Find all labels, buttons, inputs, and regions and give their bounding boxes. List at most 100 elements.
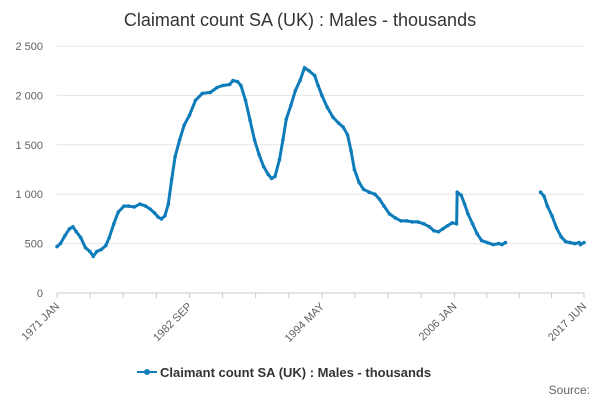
data-point[interactable] [475, 231, 479, 236]
data-point[interactable] [257, 152, 261, 157]
data-point[interactable] [71, 225, 75, 229]
data-point[interactable] [126, 204, 131, 208]
data-point[interactable] [404, 219, 409, 223]
data-point[interactable] [382, 204, 386, 208]
data-point[interactable] [74, 229, 79, 234]
data-point[interactable] [470, 222, 475, 226]
data-point[interactable] [266, 172, 271, 177]
data-point[interactable] [99, 247, 104, 252]
data-point[interactable] [163, 214, 167, 218]
data-point[interactable] [312, 73, 317, 78]
data-point[interactable] [107, 235, 111, 240]
data-point[interactable] [248, 118, 252, 122]
data-point[interactable] [578, 242, 583, 247]
data-point[interactable] [542, 194, 546, 198]
data-point[interactable] [485, 240, 490, 245]
data-point[interactable] [148, 207, 152, 211]
data-point[interactable] [496, 241, 501, 246]
data-point[interactable] [156, 215, 160, 219]
data-point[interactable] [284, 117, 289, 121]
data-point[interactable] [436, 229, 441, 234]
data-point[interactable] [345, 133, 350, 137]
data-point[interactable] [491, 242, 495, 247]
data-point[interactable] [235, 79, 240, 84]
data-point[interactable] [252, 138, 257, 142]
data-point[interactable] [545, 204, 550, 208]
data-point[interactable] [377, 197, 382, 201]
data-point[interactable] [239, 83, 243, 88]
data-point[interactable] [399, 219, 403, 223]
data-point[interactable] [143, 204, 148, 208]
data-point[interactable] [445, 224, 450, 228]
data-point[interactable] [554, 226, 559, 230]
data-point[interactable] [410, 220, 415, 224]
data-point[interactable] [208, 90, 213, 95]
data-point[interactable] [307, 68, 311, 73]
data-point[interactable] [563, 239, 568, 244]
data-point[interactable] [387, 212, 392, 216]
data-point[interactable] [503, 240, 508, 245]
data-point[interactable] [341, 125, 345, 129]
data-point[interactable] [166, 202, 171, 206]
data-point[interactable] [298, 78, 302, 83]
data-point[interactable] [538, 190, 543, 194]
data-point[interactable] [177, 138, 182, 142]
data-point[interactable] [479, 238, 484, 243]
data-point[interactable] [79, 235, 83, 240]
data-point[interactable] [373, 192, 377, 196]
data-point[interactable] [367, 190, 372, 194]
data-point[interactable] [289, 103, 293, 108]
data-point[interactable] [221, 83, 225, 88]
data-point[interactable] [55, 244, 59, 249]
data-point[interactable] [122, 204, 126, 208]
data-point[interactable] [200, 91, 205, 96]
data-point[interactable] [572, 241, 577, 246]
data-point[interactable] [187, 113, 192, 117]
data-point[interactable] [568, 240, 572, 245]
data-point[interactable] [320, 93, 324, 98]
data-point[interactable] [58, 241, 63, 246]
data-point[interactable] [352, 167, 357, 172]
data-point[interactable] [159, 217, 164, 221]
data-point[interactable] [169, 177, 174, 182]
data-point[interactable] [325, 105, 330, 110]
data-point[interactable] [63, 233, 67, 238]
data-point[interactable] [357, 180, 361, 185]
data-point[interactable] [261, 164, 266, 169]
data-point[interactable] [269, 176, 274, 181]
data-point[interactable] [466, 212, 470, 216]
data-point[interactable] [83, 245, 88, 250]
data-point[interactable] [421, 222, 426, 226]
data-point[interactable] [227, 82, 232, 87]
data-point[interactable] [277, 157, 282, 162]
data-point[interactable] [450, 221, 454, 225]
data-point[interactable] [582, 240, 586, 245]
data-point[interactable] [132, 205, 136, 209]
data-point[interactable] [427, 225, 432, 229]
data-point[interactable] [302, 65, 307, 70]
data-point[interactable] [116, 210, 121, 214]
data-point[interactable] [293, 88, 298, 93]
data-point[interactable] [88, 249, 92, 254]
data-point[interactable] [550, 214, 554, 218]
data-point[interactable] [281, 138, 285, 142]
data-point[interactable] [331, 115, 335, 119]
data-point[interactable] [112, 222, 116, 226]
data-point[interactable] [67, 227, 72, 231]
data-point[interactable] [243, 98, 248, 103]
data-point[interactable] [500, 242, 504, 247]
data-point[interactable] [173, 154, 177, 159]
data-point[interactable] [138, 202, 142, 206]
data-point[interactable] [273, 174, 277, 179]
data-point[interactable] [454, 222, 459, 226]
legend[interactable]: Claimant count SA (UK) : Males - thousan… [137, 365, 431, 380]
data-point[interactable] [459, 193, 464, 197]
data-point[interactable] [441, 227, 445, 231]
data-point[interactable] [316, 83, 320, 88]
data-point[interactable] [193, 98, 198, 103]
data-point[interactable] [349, 148, 353, 153]
data-point[interactable] [94, 249, 99, 254]
data-point[interactable] [462, 202, 467, 206]
data-point[interactable] [559, 234, 563, 239]
data-point[interactable] [152, 211, 157, 215]
